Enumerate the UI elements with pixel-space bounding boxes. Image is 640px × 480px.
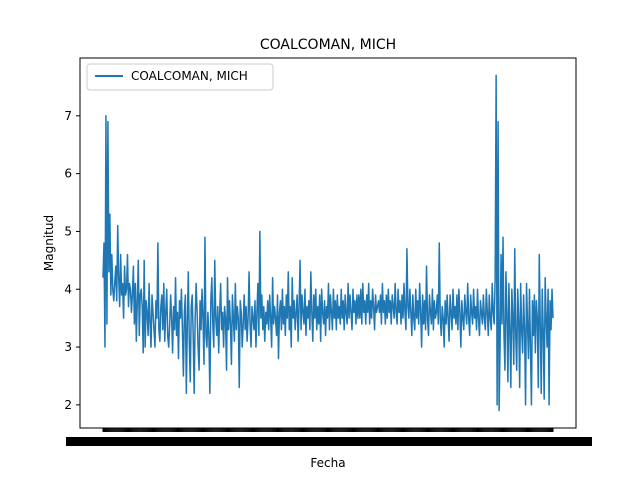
y-tick-label: 6	[64, 167, 72, 181]
y-axis-ticks: 2 3 4 5 6 7	[64, 109, 80, 412]
y-tick-label: 2	[64, 398, 72, 412]
legend-box	[86, 63, 274, 91]
plot-area: 2 3 4 5 6 7	[64, 57, 592, 446]
x-axis-ticks	[66, 428, 592, 446]
legend: COALCOMAN, MICH	[86, 63, 274, 91]
chart-title: COALCOMAN, MICH	[260, 37, 396, 53]
legend-label: COALCOMAN, MICH	[131, 69, 248, 83]
plot-background	[80, 58, 576, 428]
y-axis-label: Magnitud	[42, 215, 56, 271]
y-tick-label: 7	[64, 109, 72, 123]
x-tick-labels-overlap	[66, 437, 592, 446]
plot-frame	[79, 57, 577, 429]
series-line	[102, 74, 554, 412]
y-tick-label: 4	[64, 282, 72, 296]
x-axis-label: Fecha	[310, 456, 345, 470]
series-layer	[102, 74, 554, 412]
y-tick-label: 3	[64, 340, 72, 354]
y-tick-label: 5	[64, 224, 72, 238]
